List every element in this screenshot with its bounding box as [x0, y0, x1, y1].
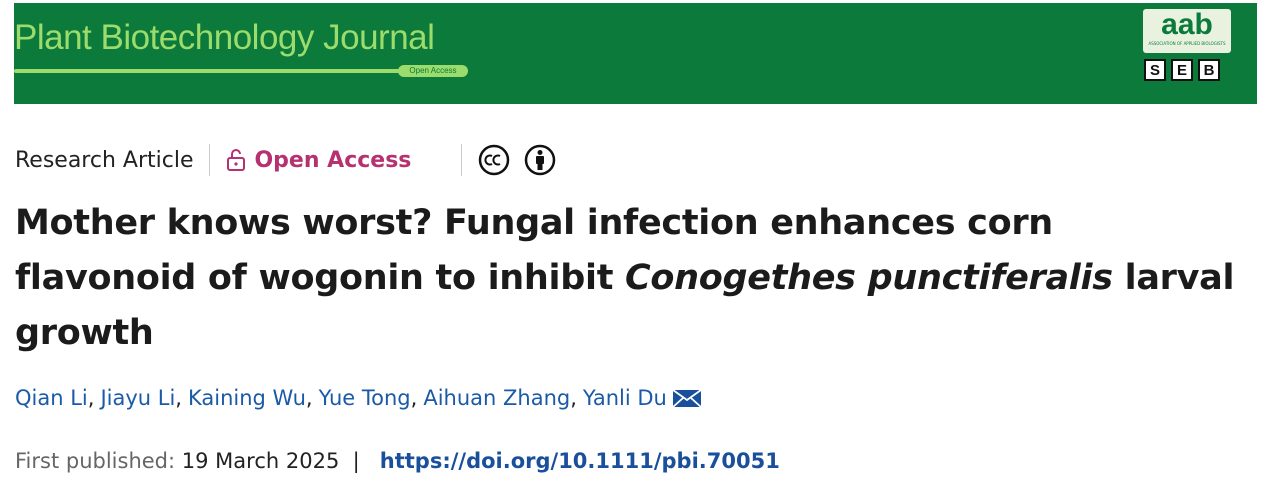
- access-link[interactable]: Open Access: [254, 147, 412, 173]
- logo-text: aab: [1161, 8, 1213, 41]
- published-label: First published:: [15, 449, 176, 473]
- publication-line: First published: 19 March 2025 | https:/…: [15, 449, 780, 473]
- author-name[interactable]: Kaining Wu: [187, 386, 306, 410]
- logo-letter: B: [1198, 59, 1220, 81]
- doi-link[interactable]: https://doi.org/10.1111/pbi.70051: [379, 449, 780, 473]
- author-name[interactable]: Aihuan Zhang: [423, 386, 571, 410]
- separator: [461, 144, 463, 176]
- published-date: 19 March 2025: [181, 449, 340, 473]
- email-icon[interactable]: [671, 387, 703, 409]
- author-name[interactable]: Qian Li: [15, 386, 88, 410]
- logo-letter: S: [1144, 59, 1166, 81]
- author-separator: ,: [87, 386, 95, 410]
- species-name: Conogethes punctiferalis: [625, 258, 1113, 298]
- lock-icon: [227, 149, 246, 171]
- author-name[interactable]: Yanli Du: [582, 386, 667, 410]
- journal-name[interactable]: Plant Biotechnology Journal: [14, 18, 435, 57]
- author-name[interactable]: Yue Tong: [318, 386, 411, 410]
- author-separator: ,: [570, 386, 577, 410]
- author-separator: ,: [305, 386, 313, 410]
- logo-letter: E: [1171, 59, 1193, 81]
- author-separator: ,: [175, 386, 182, 410]
- article-title: Mother knows worst? Fungal infection enh…: [15, 196, 1235, 361]
- banner-rule: [14, 69, 402, 73]
- journal-banner: [14, 3, 1257, 104]
- open-access-badge: Open Access: [398, 65, 468, 77]
- logo-subtitle: ASSOCIATION OF APPLIED BIOLOGISTS: [1148, 41, 1226, 46]
- title-text: Mother knows worst? Fungal infection enh…: [15, 203, 1053, 298]
- author-name[interactable]: Jiayu Li: [100, 386, 176, 410]
- aab-logo[interactable]: aab ASSOCIATION OF APPLIED BIOLOGISTS: [1143, 9, 1231, 53]
- separator: [209, 144, 211, 176]
- article-type: Research Article: [15, 147, 194, 173]
- article-meta: Research Article Open Access: [15, 143, 558, 177]
- title-text: larval growth: [15, 258, 1235, 353]
- license-icons[interactable]: [478, 143, 558, 177]
- author-list: Qian Li, Jiayu Li, Kaining Wu, Yue Tong, Aih…: [15, 386, 703, 410]
- divider: |: [352, 449, 360, 473]
- author-separator: ,: [410, 386, 418, 410]
